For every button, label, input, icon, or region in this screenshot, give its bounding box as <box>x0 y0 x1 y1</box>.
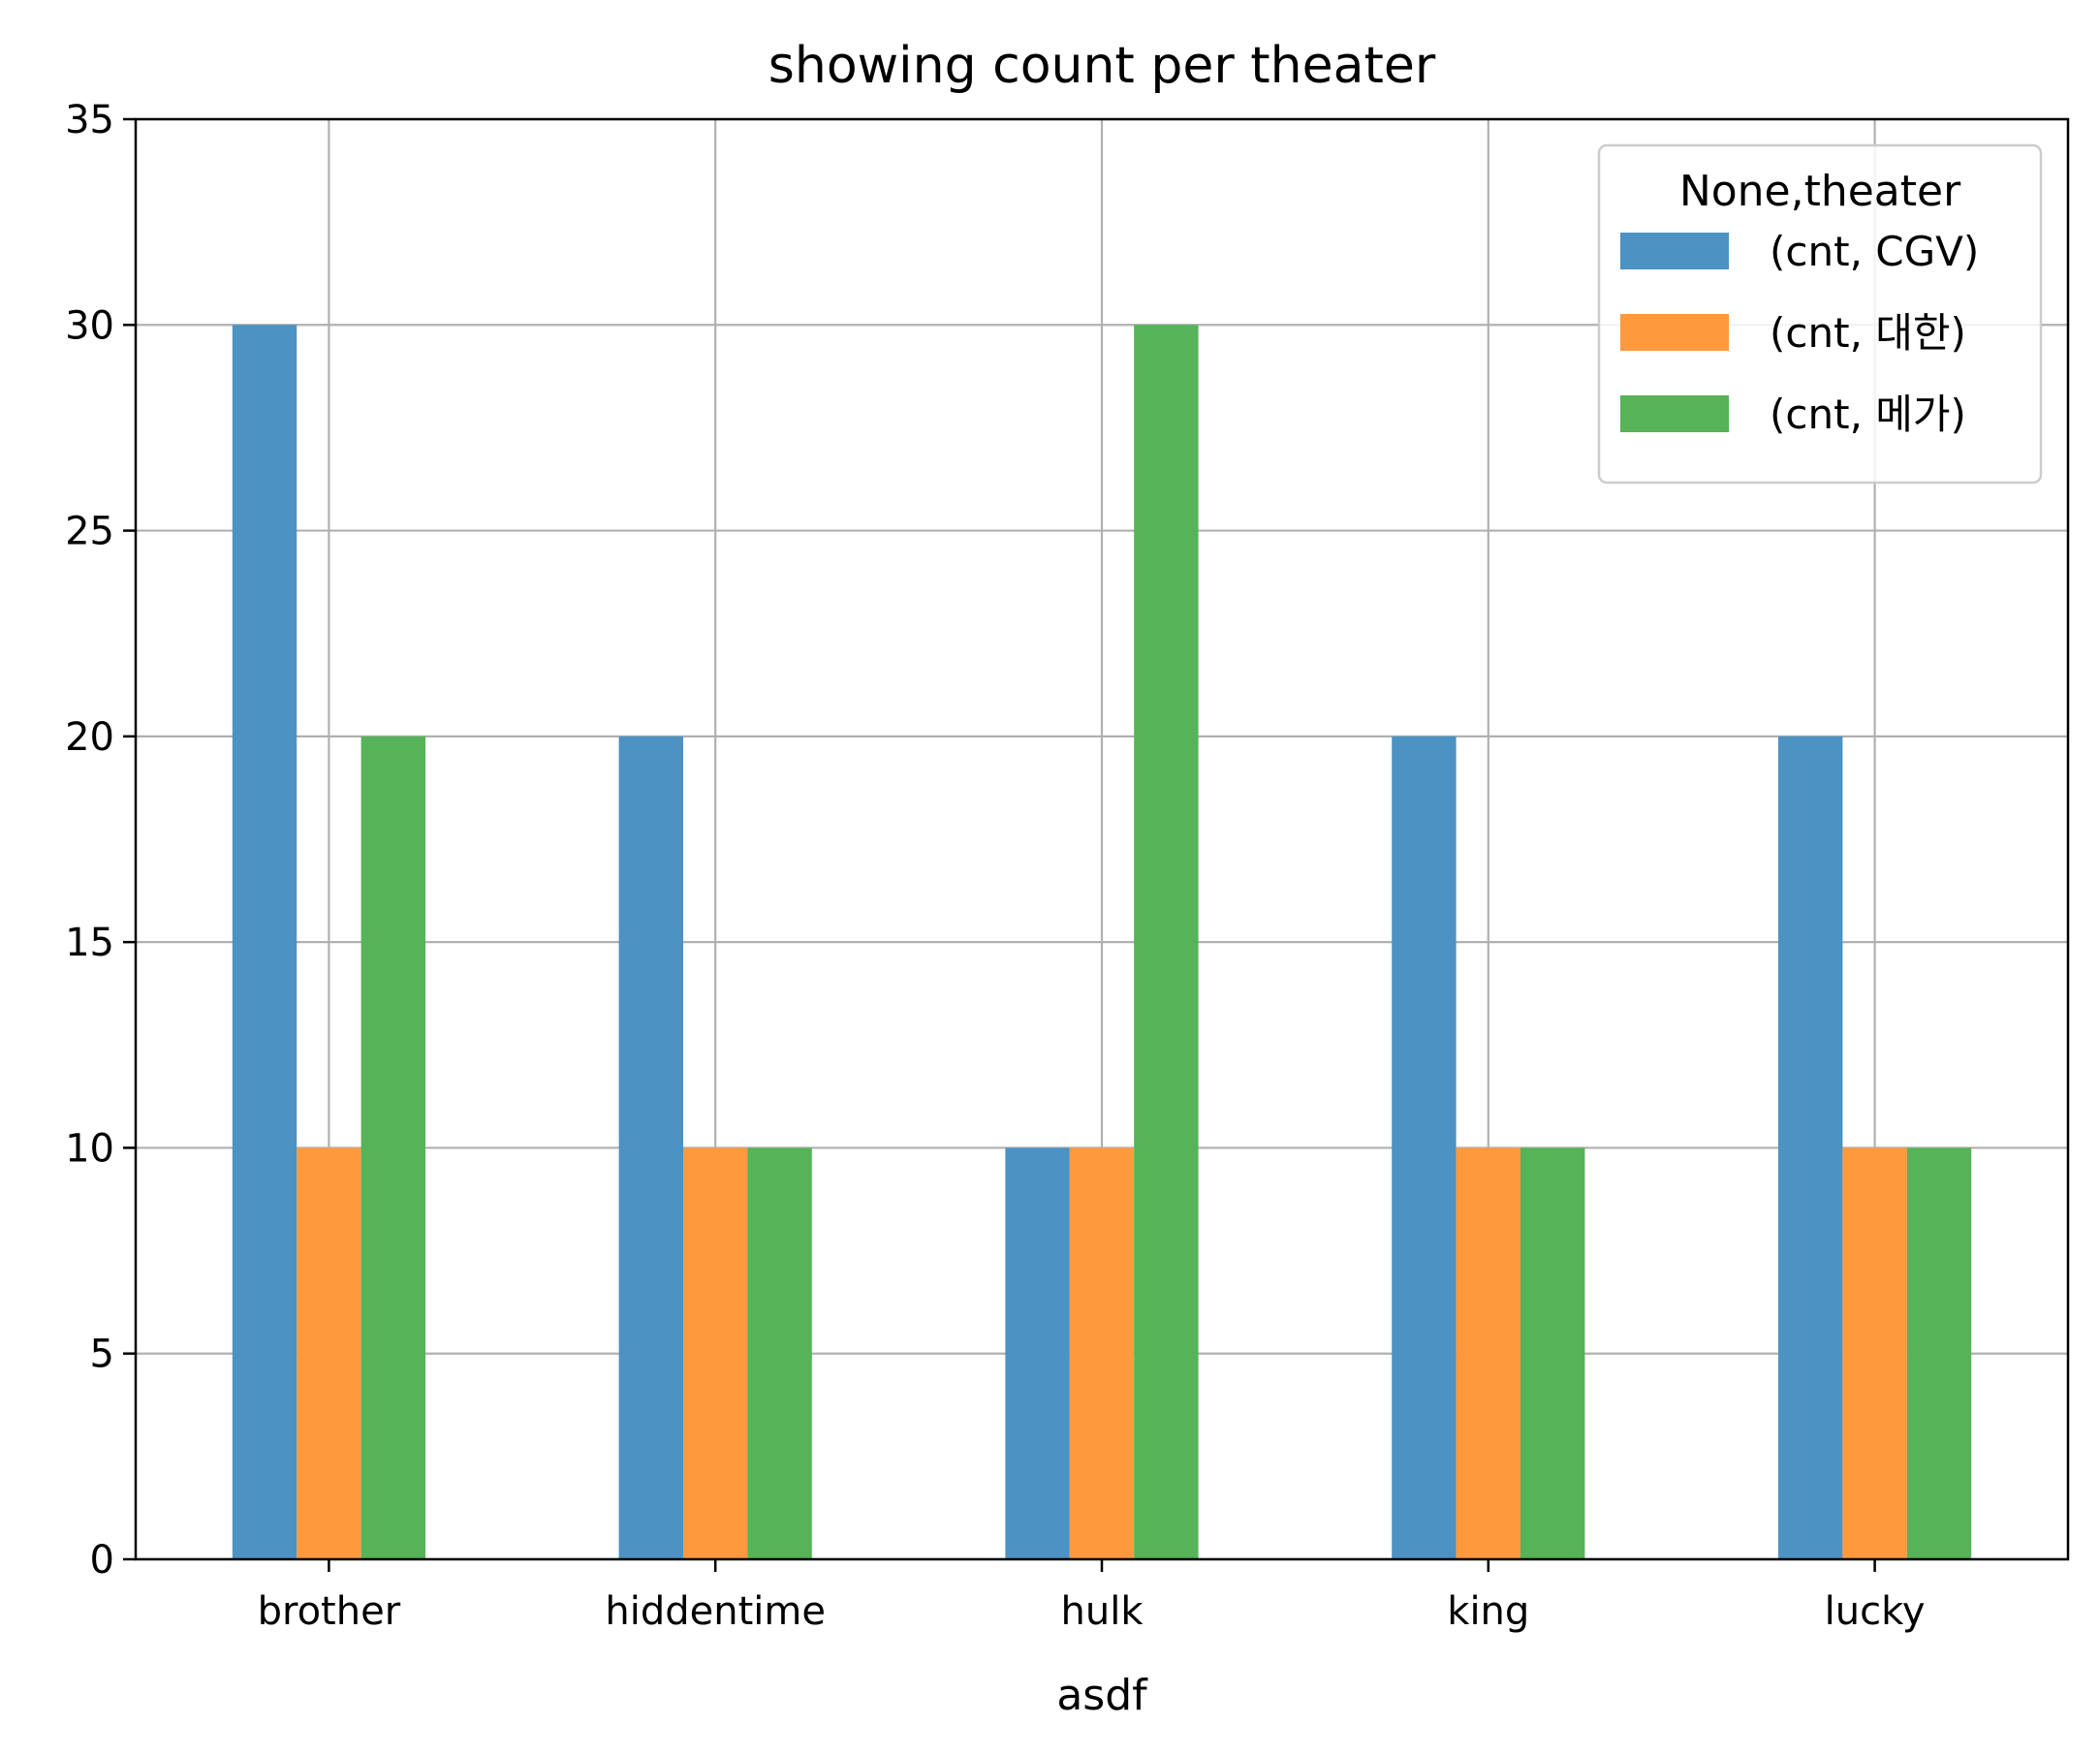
bar-king-series-0 <box>1392 736 1457 1559</box>
x-tick-label: king <box>1447 1589 1529 1634</box>
legend-title: None,theater <box>1679 167 1961 216</box>
legend-label: (cnt, 메가) <box>1770 391 1966 438</box>
bar-lucky-series-1 <box>1842 1147 1907 1559</box>
y-tick-label: 25 <box>65 510 114 554</box>
bar-hulk-series-2 <box>1134 325 1199 1560</box>
legend-swatch <box>1620 233 1729 269</box>
y-tick-label: 30 <box>65 303 114 348</box>
legend-label: (cnt, 대한) <box>1770 309 1966 357</box>
y-tick-label: 5 <box>90 1333 114 1377</box>
x-tick-label: hiddentime <box>605 1589 826 1634</box>
bar-hiddentime-series-0 <box>618 736 683 1559</box>
legend-label: (cnt, CGV) <box>1770 228 1979 275</box>
legend-swatch <box>1620 395 1729 432</box>
bar-lucky-series-0 <box>1778 736 1843 1559</box>
bars <box>232 325 1972 1560</box>
bar-brother-series-2 <box>360 736 425 1559</box>
x-tick-label: lucky <box>1825 1589 1926 1634</box>
y-tick-label: 20 <box>65 715 114 760</box>
x-tick-label: hulk <box>1061 1589 1144 1634</box>
bar-king-series-1 <box>1456 1147 1520 1559</box>
bar-brother-series-0 <box>232 325 298 1560</box>
bar-hulk-series-1 <box>1069 1147 1135 1559</box>
x-tick-label: brother <box>258 1589 401 1634</box>
y-tick-label: 35 <box>65 98 114 142</box>
bar-lucky-series-2 <box>1906 1147 1972 1559</box>
bar-hulk-series-0 <box>1005 1147 1070 1559</box>
chart-title: showing count per theater <box>768 37 1436 95</box>
y-tick-label: 10 <box>65 1126 114 1171</box>
y-tick-label: 15 <box>65 921 114 965</box>
y-tick-label: 0 <box>90 1538 114 1583</box>
legend: None,theater (cnt, CGV) (cnt, 대한) (cnt, 메가… <box>1597 143 2043 485</box>
x-axis: brother hiddentime hulk king lucky <box>258 1559 1926 1634</box>
x-axis-label: asdf <box>1056 1671 1148 1720</box>
bar-hiddentime-series-1 <box>683 1147 748 1559</box>
y-axis: 0 5 10 15 20 25 30 35 <box>65 98 136 1583</box>
legend-swatch <box>1620 314 1729 351</box>
bar-brother-series-1 <box>297 1147 361 1559</box>
bar-king-series-2 <box>1520 1147 1585 1559</box>
bar-hiddentime-series-2 <box>747 1147 812 1559</box>
